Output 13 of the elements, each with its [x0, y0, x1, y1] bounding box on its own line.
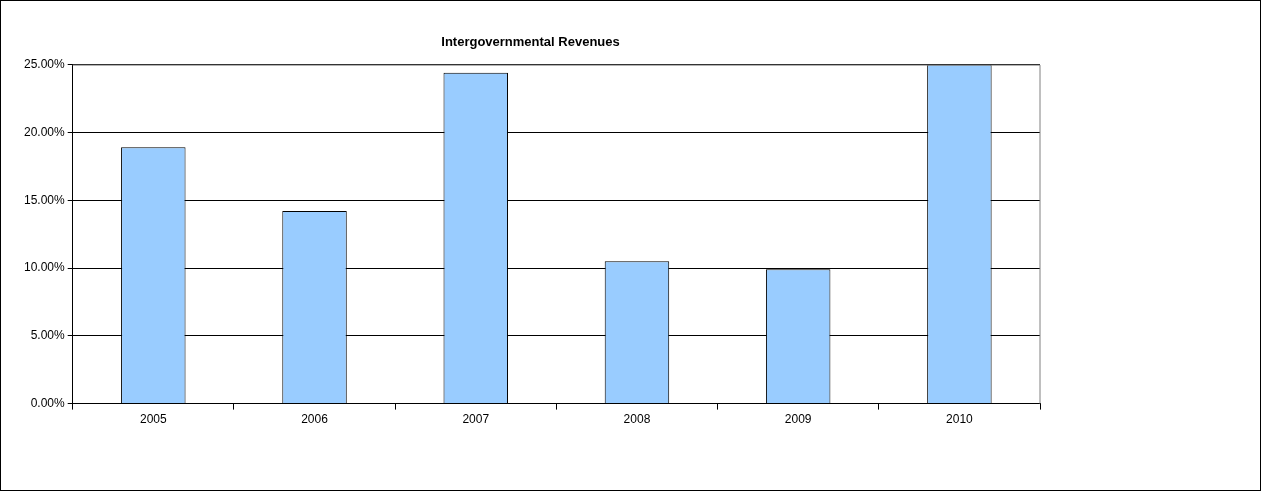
x-tick-label: 2008	[623, 412, 651, 427]
x-tick-label: 2007	[462, 412, 490, 427]
x-tick-label: 2006	[301, 412, 329, 427]
y-tick-label: 5.00%	[30, 328, 66, 343]
y-tick-label: 20.00%	[24, 124, 66, 139]
x-tick-label: 2005	[139, 412, 167, 427]
x-tick-label: 2010	[946, 412, 974, 427]
y-tick-label: 25.00%	[24, 56, 66, 71]
y-tick-label: 0.00%	[30, 395, 66, 410]
chart-title: Intergovernmental Revenues	[441, 34, 620, 50]
y-tick-label: 10.00%	[24, 260, 66, 275]
x-tick-label: 2009	[784, 412, 812, 427]
y-tick-label: 15.00%	[24, 192, 66, 207]
